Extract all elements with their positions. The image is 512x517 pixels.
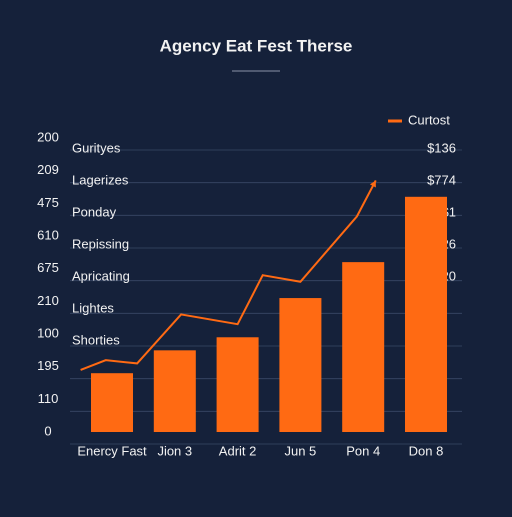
row-label: Repissing [72, 236, 129, 251]
y-tick-label: 200 [37, 129, 59, 144]
bar [91, 373, 133, 432]
row-label: Lagerizes [72, 172, 129, 187]
side-label: $136 [427, 140, 456, 155]
chart-title: Agency Eat Fest Therse [160, 36, 353, 55]
y-tick-label: 100 [37, 325, 59, 340]
line-arrowhead [369, 180, 376, 188]
bar [153, 350, 196, 432]
y-tick-label: 209 [37, 162, 59, 177]
y-tick-label: 210 [37, 293, 59, 308]
bar [279, 298, 322, 432]
row-label: Gurityes [72, 140, 121, 155]
y-tick-label: 110 [38, 391, 59, 406]
y-tick-label: 195 [37, 358, 59, 373]
y-tick-label: 0 [44, 423, 51, 438]
x-tick-label: Jun 5 [284, 443, 316, 458]
row-label: Ponday [72, 204, 117, 219]
x-tick-label: Enercy Fast [77, 443, 147, 458]
bar [405, 196, 447, 432]
side-label: $774 [427, 172, 456, 187]
y-tick-label: 610 [37, 227, 59, 242]
row-label: Apricating [72, 268, 130, 283]
bar [342, 262, 385, 432]
x-tick-label: Adrit 2 [219, 443, 257, 458]
y-tick-label: 675 [37, 260, 59, 275]
x-tick-label: Don 8 [409, 443, 444, 458]
row-label: Shorties [72, 332, 120, 347]
x-tick-label: Jion 3 [157, 443, 192, 458]
row-label: Lightes [72, 300, 114, 315]
bar [216, 337, 259, 432]
legend-label: Curtost [408, 112, 450, 127]
y-tick-label: 475 [37, 195, 59, 210]
x-tick-label: Pon 4 [346, 443, 380, 458]
line [80, 180, 377, 371]
